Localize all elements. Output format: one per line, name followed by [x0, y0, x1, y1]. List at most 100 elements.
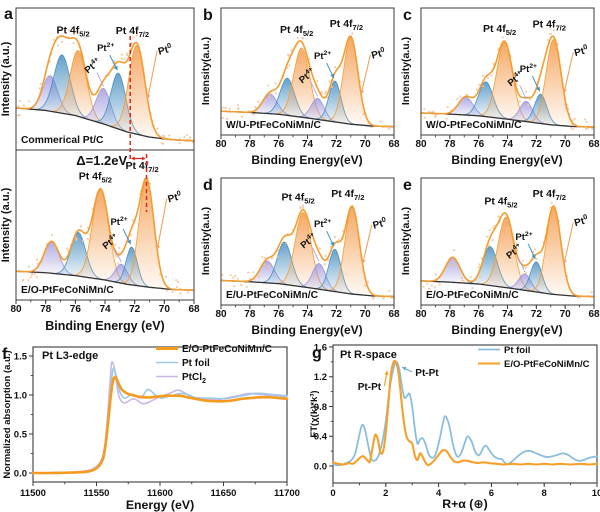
raw-data-point	[302, 206, 305, 209]
panel-letter: a	[4, 6, 13, 23]
raw-data-point	[75, 237, 78, 240]
raw-data-point	[571, 119, 574, 122]
pt4-pointer-line	[519, 85, 527, 100]
raw-data-point	[362, 112, 365, 116]
raw-data-point	[156, 127, 159, 130]
peak-label-pt2: Pt2+	[110, 216, 127, 228]
x-axis-label: Binding Energy(eV)	[451, 153, 562, 167]
raw-data-point	[130, 233, 133, 236]
x-axis-tick-label: 72	[531, 139, 543, 150]
raw-data-point	[72, 41, 75, 45]
raw-data-point	[492, 226, 495, 229]
raw-data-point	[320, 90, 323, 94]
raw-data-point	[524, 271, 527, 274]
raw-data-point	[187, 291, 190, 294]
raw-data-point	[584, 127, 588, 130]
series-pt-foil	[332, 360, 598, 467]
arrow-head	[536, 86, 540, 92]
xps-peak-fill-orange	[480, 217, 531, 292]
peak-label-pt0: Pt0	[156, 41, 173, 58]
peak-label-pt4: Pt4+	[298, 231, 319, 251]
sample-label: E/U-PtFeCoNiMn/C	[226, 290, 319, 301]
panel-a-chart: a Intensity (a.u.) Intensity (a.u.) Commeri…	[0, 6, 200, 333]
x-axis-tick-label: 10	[592, 488, 600, 499]
plot-frame	[32, 346, 288, 483]
panel-e: e Intensity(a.u.) E/O-PtFeCoNiMn/C Pt 4f5/2…	[400, 170, 600, 340]
y-axis-label: FT(χ(k)*k³)	[310, 390, 320, 437]
raw-data-point	[478, 275, 482, 278]
raw-data-point	[221, 116, 224, 120]
raw-data-point	[66, 247, 69, 250]
y-axis-label: Intensity(a.u.)	[200, 207, 212, 275]
raw-data-point	[168, 134, 171, 137]
x-axis-tick-label: 76	[473, 139, 485, 150]
raw-data-point	[591, 127, 594, 130]
x-axis-tick-label: 78	[244, 309, 256, 320]
peak-label-4f72: Pt 4f7/2	[331, 188, 364, 202]
raw-data-point	[257, 275, 260, 278]
arrow-head	[330, 73, 335, 79]
x-axis-tick-label: 68	[588, 309, 600, 320]
x-axis-tick-label: 11500	[20, 488, 46, 499]
raw-data-point	[518, 100, 521, 103]
raw-data-point	[175, 279, 178, 282]
raw-data-point	[22, 278, 25, 281]
peak-label-pt2: Pt2+	[314, 50, 331, 62]
raw-data-point	[324, 90, 328, 93]
raw-data-point	[118, 246, 121, 250]
baseline-curve	[220, 279, 395, 298]
peak-label-pt2: Pt2+	[520, 63, 537, 75]
pt4-pointer-line	[310, 82, 318, 97]
raw-data-point	[512, 244, 515, 247]
raw-data-point	[475, 88, 478, 91]
raw-data-point	[524, 266, 527, 270]
raw-data-point	[237, 107, 240, 110]
raw-data-point	[114, 244, 117, 247]
raw-data-point	[333, 65, 337, 69]
raw-data-point	[426, 282, 429, 285]
raw-data-point	[240, 115, 244, 118]
baseline-curve	[15, 270, 195, 291]
xps-peak-fill-orange	[122, 179, 170, 290]
x-axis-tick-label: 68	[588, 139, 600, 150]
raw-data-point	[296, 36, 299, 40]
raw-data-point	[163, 135, 166, 138]
x-axis-label: Binding Energy(eV)	[451, 323, 562, 337]
raw-data-point	[330, 85, 333, 88]
x-axis-tick-label: 76	[273, 139, 285, 150]
raw-data-point	[78, 50, 81, 53]
peak-label-pt0: Pt0	[166, 188, 183, 205]
raw-data-point	[175, 285, 179, 289]
panel-letter: e	[403, 177, 412, 194]
y-axis-label: Normalized absorption (a.u.)	[2, 350, 13, 478]
raw-data-point	[535, 257, 538, 261]
arrow-line	[360, 54, 371, 95]
raw-data-point	[521, 259, 525, 263]
peak-label-4f72: Pt 4f7/2	[125, 160, 158, 174]
panel-d: d Intensity(a.u.) E/U-PtFeCoNiMn/C Pt 4f5/2…	[200, 170, 400, 340]
raw-data-point	[67, 29, 70, 32]
raw-data-point	[324, 254, 327, 258]
raw-data-point	[461, 279, 464, 282]
raw-data-point	[268, 95, 271, 98]
raw-data-point	[79, 225, 83, 228]
raw-data-point	[18, 113, 21, 117]
x-axis-label: Binding Energy(eV)	[251, 153, 362, 167]
pt4-pointer-line	[114, 248, 122, 263]
raw-data-point	[527, 103, 530, 106]
panel-d-chart: d Intensity(a.u.) E/U-PtFeCoNiMn/C Pt 4f5/2…	[200, 177, 400, 337]
x-axis-tick-label: 68	[388, 309, 400, 320]
raw-data-point	[427, 287, 431, 290]
envelope-curve	[420, 35, 595, 128]
raw-data-point	[448, 264, 451, 267]
raw-data-point	[571, 128, 575, 131]
raw-data-point	[27, 265, 30, 268]
peak-label-pt2: Pt2+	[314, 218, 331, 230]
raw-data-point	[379, 120, 382, 123]
raw-data-point	[534, 248, 537, 251]
x-axis-label: Binding Energy(eV)	[251, 323, 362, 337]
legend-label: PtCl2	[182, 372, 206, 385]
raw-data-point	[261, 255, 264, 259]
peak-label-4f52: Pt 4f5/2	[56, 24, 89, 38]
raw-data-point	[270, 257, 274, 260]
